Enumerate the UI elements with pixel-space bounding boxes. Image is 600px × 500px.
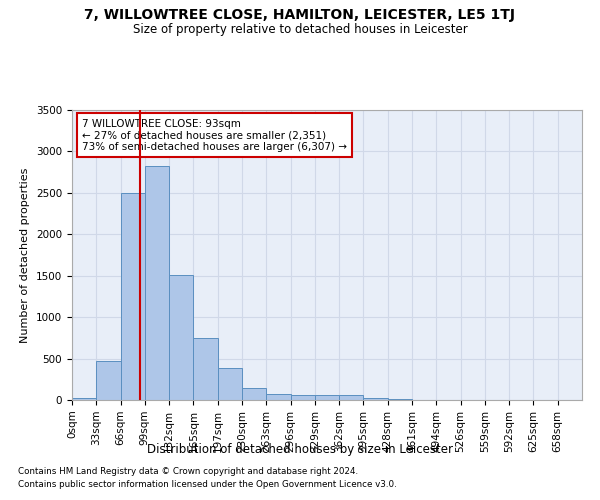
Bar [290,396,315,400]
Text: Contains HM Land Registry data © Crown copyright and database right 2024.: Contains HM Land Registry data © Crown c… [18,467,358,476]
Bar [388,399,412,400]
Bar [169,275,193,400]
Text: Distribution of detached houses by size in Leicester: Distribution of detached houses by size … [147,442,453,456]
Bar [193,338,218,400]
Bar [315,396,339,400]
Text: Contains public sector information licensed under the Open Government Licence v3: Contains public sector information licen… [18,480,397,489]
Text: 7 WILLOWTREE CLOSE: 93sqm
← 27% of detached houses are smaller (2,351)
73% of se: 7 WILLOWTREE CLOSE: 93sqm ← 27% of detac… [82,118,347,152]
Bar [145,166,169,400]
Bar [242,388,266,400]
Bar [121,193,145,400]
Bar [218,368,242,400]
Text: 7, WILLOWTREE CLOSE, HAMILTON, LEICESTER, LE5 1TJ: 7, WILLOWTREE CLOSE, HAMILTON, LEICESTER… [85,8,515,22]
Bar [72,398,96,400]
Text: Size of property relative to detached houses in Leicester: Size of property relative to detached ho… [133,22,467,36]
Bar [339,396,364,400]
Bar [266,394,290,400]
Bar [364,398,388,400]
Y-axis label: Number of detached properties: Number of detached properties [20,168,31,342]
Bar [96,360,121,400]
